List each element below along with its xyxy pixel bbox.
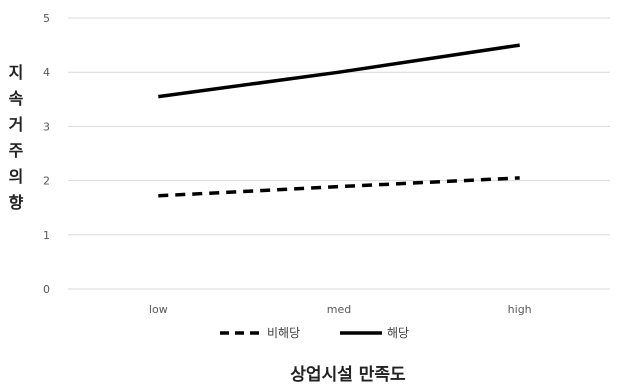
y-tick-label: 2: [43, 175, 50, 188]
legend-label-1: 해당: [387, 326, 409, 340]
y-axis-label-char: 지: [9, 63, 24, 82]
x-tick-label: med: [327, 303, 351, 316]
y-tick-label: 3: [43, 120, 50, 133]
x-axis-label: 상업시설 만족도: [290, 365, 406, 385]
x-tick-label: high: [508, 303, 532, 316]
x-tick-label: low: [149, 303, 168, 316]
y-axis-label-char: 거: [9, 115, 24, 134]
y-axis-label-char: 향: [9, 193, 24, 212]
series-line-0: [158, 176, 520, 198]
y-tick-label: 5: [43, 12, 50, 25]
x-tick-labels: low med high: [149, 303, 532, 316]
series-line-1: [158, 43, 520, 99]
y-tick-label: 0: [43, 283, 50, 296]
series-lines: [158, 43, 520, 198]
y-axis-label-char: 속: [9, 89, 24, 108]
y-tick-label: 1: [43, 229, 50, 242]
gridlines: [68, 17, 610, 290]
y-axis-label-char: 주: [9, 141, 24, 160]
legend: 비해당 해당: [220, 326, 409, 340]
y-axis-label-char: 의: [9, 167, 24, 186]
y-tick-labels: 0 1 2 3 4 5: [43, 12, 50, 296]
legend-label-0: 비해당: [267, 326, 300, 340]
y-tick-label: 4: [43, 66, 50, 79]
